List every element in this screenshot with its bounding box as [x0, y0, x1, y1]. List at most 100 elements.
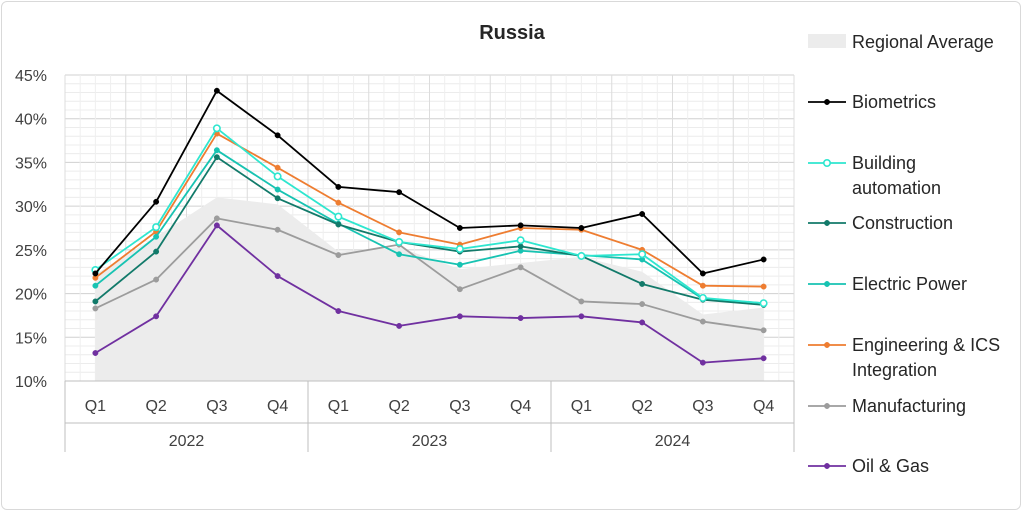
x-tick-label: Q1: [328, 398, 349, 415]
data-point: [213, 87, 220, 94]
data-point: [517, 222, 524, 229]
series-line: [94, 127, 764, 305]
data-point: [335, 252, 342, 259]
data-point: [396, 189, 403, 196]
data-point: [92, 298, 99, 305]
x-tick-label: Q2: [388, 398, 409, 415]
chart-title: Russia: [479, 22, 545, 44]
data-point: [153, 233, 160, 240]
legend-label: Regional Average: [852, 32, 994, 52]
legend-label: Manufacturing: [852, 396, 966, 416]
data-point: [335, 199, 342, 206]
data-point: [517, 315, 524, 322]
x-tick-label: Q3: [206, 398, 227, 415]
data-point: [395, 237, 404, 246]
data-point: [456, 313, 463, 320]
data-point: [274, 226, 281, 233]
data-point: [698, 293, 707, 302]
y-tick-label: 25%: [15, 243, 47, 260]
data-point: [274, 164, 281, 171]
legend-marker: [824, 281, 830, 287]
data-point: [335, 221, 342, 228]
data-point: [153, 198, 160, 205]
data-point: [760, 327, 767, 334]
series-lines: [91, 87, 768, 366]
legend-label: Biometrics: [852, 92, 936, 112]
legend-item-engineering-and-ics-integration: Engineering & ICS Integration: [808, 335, 1000, 380]
data-point: [274, 195, 281, 202]
data-point: [92, 305, 99, 312]
data-point: [456, 225, 463, 231]
legend-item-regional-average: Regional Average: [808, 32, 994, 52]
x-tick-label: Q3: [449, 398, 470, 415]
x-tick-label: Q1: [85, 398, 106, 415]
legend-item-oil-and-gas: Oil & Gas: [808, 456, 929, 476]
x-tick-label: Q1: [571, 398, 592, 415]
data-point: [92, 282, 99, 289]
legend-item-electric-power: Electric Power: [808, 274, 967, 294]
series-manufacturing: [92, 215, 767, 334]
legend-marker: [824, 342, 830, 348]
legend-marker: [824, 220, 830, 226]
legend-swatch: [808, 34, 846, 48]
series-oil-and-gas: [92, 222, 767, 366]
data-point: [578, 225, 585, 231]
data-point: [456, 286, 463, 293]
data-point: [274, 186, 281, 193]
series-line: [94, 224, 764, 364]
legend-label: Engineering & ICS: [852, 335, 1000, 355]
data-point: [274, 273, 281, 280]
legend-label: Oil & Gas: [852, 456, 929, 476]
data-point: [92, 270, 99, 277]
legend-label: automation: [852, 178, 941, 198]
data-point: [639, 301, 646, 308]
year-label: 2023: [412, 433, 448, 450]
data-point: [274, 132, 281, 139]
data-point: [396, 322, 403, 329]
x-tick-label: Q3: [692, 398, 713, 415]
legend-item-manufacturing: Manufacturing: [808, 396, 966, 416]
data-point: [335, 183, 342, 190]
legend-label: Electric Power: [852, 274, 967, 294]
data-point: [760, 283, 767, 290]
data-point: [517, 243, 524, 250]
data-point: [639, 319, 646, 326]
data-point: [759, 299, 768, 308]
year-label: 2024: [655, 433, 691, 450]
data-point: [638, 250, 647, 259]
data-point: [699, 282, 706, 289]
legend-marker: [824, 403, 830, 409]
regional-average-area: [95, 197, 764, 381]
data-point: [213, 222, 220, 229]
x-tick-label: Q4: [510, 398, 531, 415]
data-point: [396, 229, 403, 236]
legend-marker: [824, 463, 830, 469]
data-point: [455, 244, 464, 253]
data-point: [699, 270, 706, 277]
data-point: [396, 251, 403, 258]
data-point: [213, 215, 220, 222]
series-line: [94, 149, 764, 305]
data-point: [577, 251, 586, 260]
legend-item-building-automation: Building automation: [808, 153, 941, 198]
data-point: [335, 308, 342, 315]
data-point: [213, 154, 220, 161]
legend-item-biometrics: Biometrics: [808, 92, 936, 112]
legend-marker: [824, 99, 830, 105]
x-tick-label: Q4: [753, 398, 774, 415]
y-tick-label: 40%: [15, 112, 47, 129]
y-tick-label: 35%: [15, 155, 47, 172]
data-point: [760, 256, 767, 263]
data-point: [760, 355, 767, 362]
legend-label: Building: [852, 153, 916, 173]
legend-item-construction: Construction: [808, 213, 953, 233]
legend-label: Construction: [852, 213, 953, 233]
data-point: [212, 124, 221, 133]
data-point: [153, 313, 160, 320]
year-label: 2022: [169, 433, 205, 450]
legend-marker: [822, 159, 831, 168]
x-tick-label: Q4: [267, 398, 288, 415]
series-line: [94, 89, 764, 275]
data-point: [639, 211, 646, 217]
